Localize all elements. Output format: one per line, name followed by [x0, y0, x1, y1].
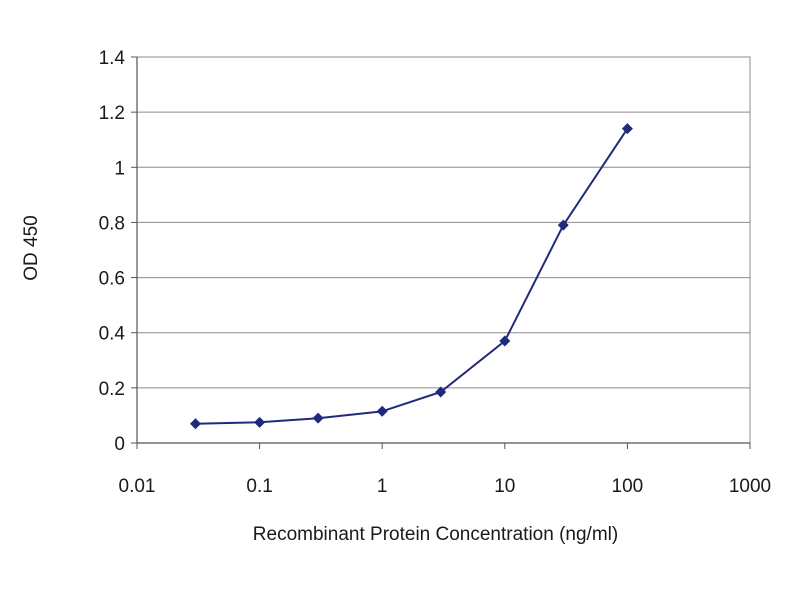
data-point-marker — [312, 412, 324, 424]
y-tick-labels: 0 0.2 0.4 0.6 0.8 1 1.2 1.4 — [99, 48, 137, 455]
data-series — [189, 123, 633, 430]
x-tick-label: 10 — [494, 476, 515, 497]
y-axis-title: OD 450 — [21, 215, 42, 280]
y-tick-label: 1 — [114, 158, 125, 179]
x-axis-title: Recombinant Protein Concentration (ng/ml… — [253, 524, 618, 545]
x-tick-label: 100 — [612, 476, 644, 497]
plot-area — [136, 56, 751, 444]
y-tick-label: 1.2 — [99, 103, 125, 124]
x-tick-label: 1000 — [729, 476, 771, 497]
y-tick-label: 0.2 — [99, 379, 125, 400]
data-point-marker — [376, 405, 388, 417]
y-tick-label: 1.4 — [99, 48, 126, 69]
gridlines — [137, 56, 750, 389]
series-line — [195, 128, 629, 425]
y-tick-label: 0.6 — [99, 269, 125, 290]
data-point-marker — [254, 416, 266, 428]
data-point-marker — [621, 123, 633, 135]
x-tick-label: 0.01 — [119, 476, 156, 497]
y-tick-label: 0 — [114, 434, 125, 455]
data-point-marker — [557, 219, 569, 231]
y-tick-label: 0.4 — [99, 324, 126, 345]
x-tick-label: 0.1 — [246, 476, 272, 497]
data-point-marker — [435, 386, 447, 398]
x-tick-label: 1 — [377, 476, 388, 497]
y-tick-label: 0.8 — [99, 213, 125, 234]
data-point-marker — [189, 418, 201, 430]
data-point-marker — [499, 335, 511, 347]
x-tick-labels: 0.01 0.1 1 10 100 1000 — [119, 443, 771, 497]
